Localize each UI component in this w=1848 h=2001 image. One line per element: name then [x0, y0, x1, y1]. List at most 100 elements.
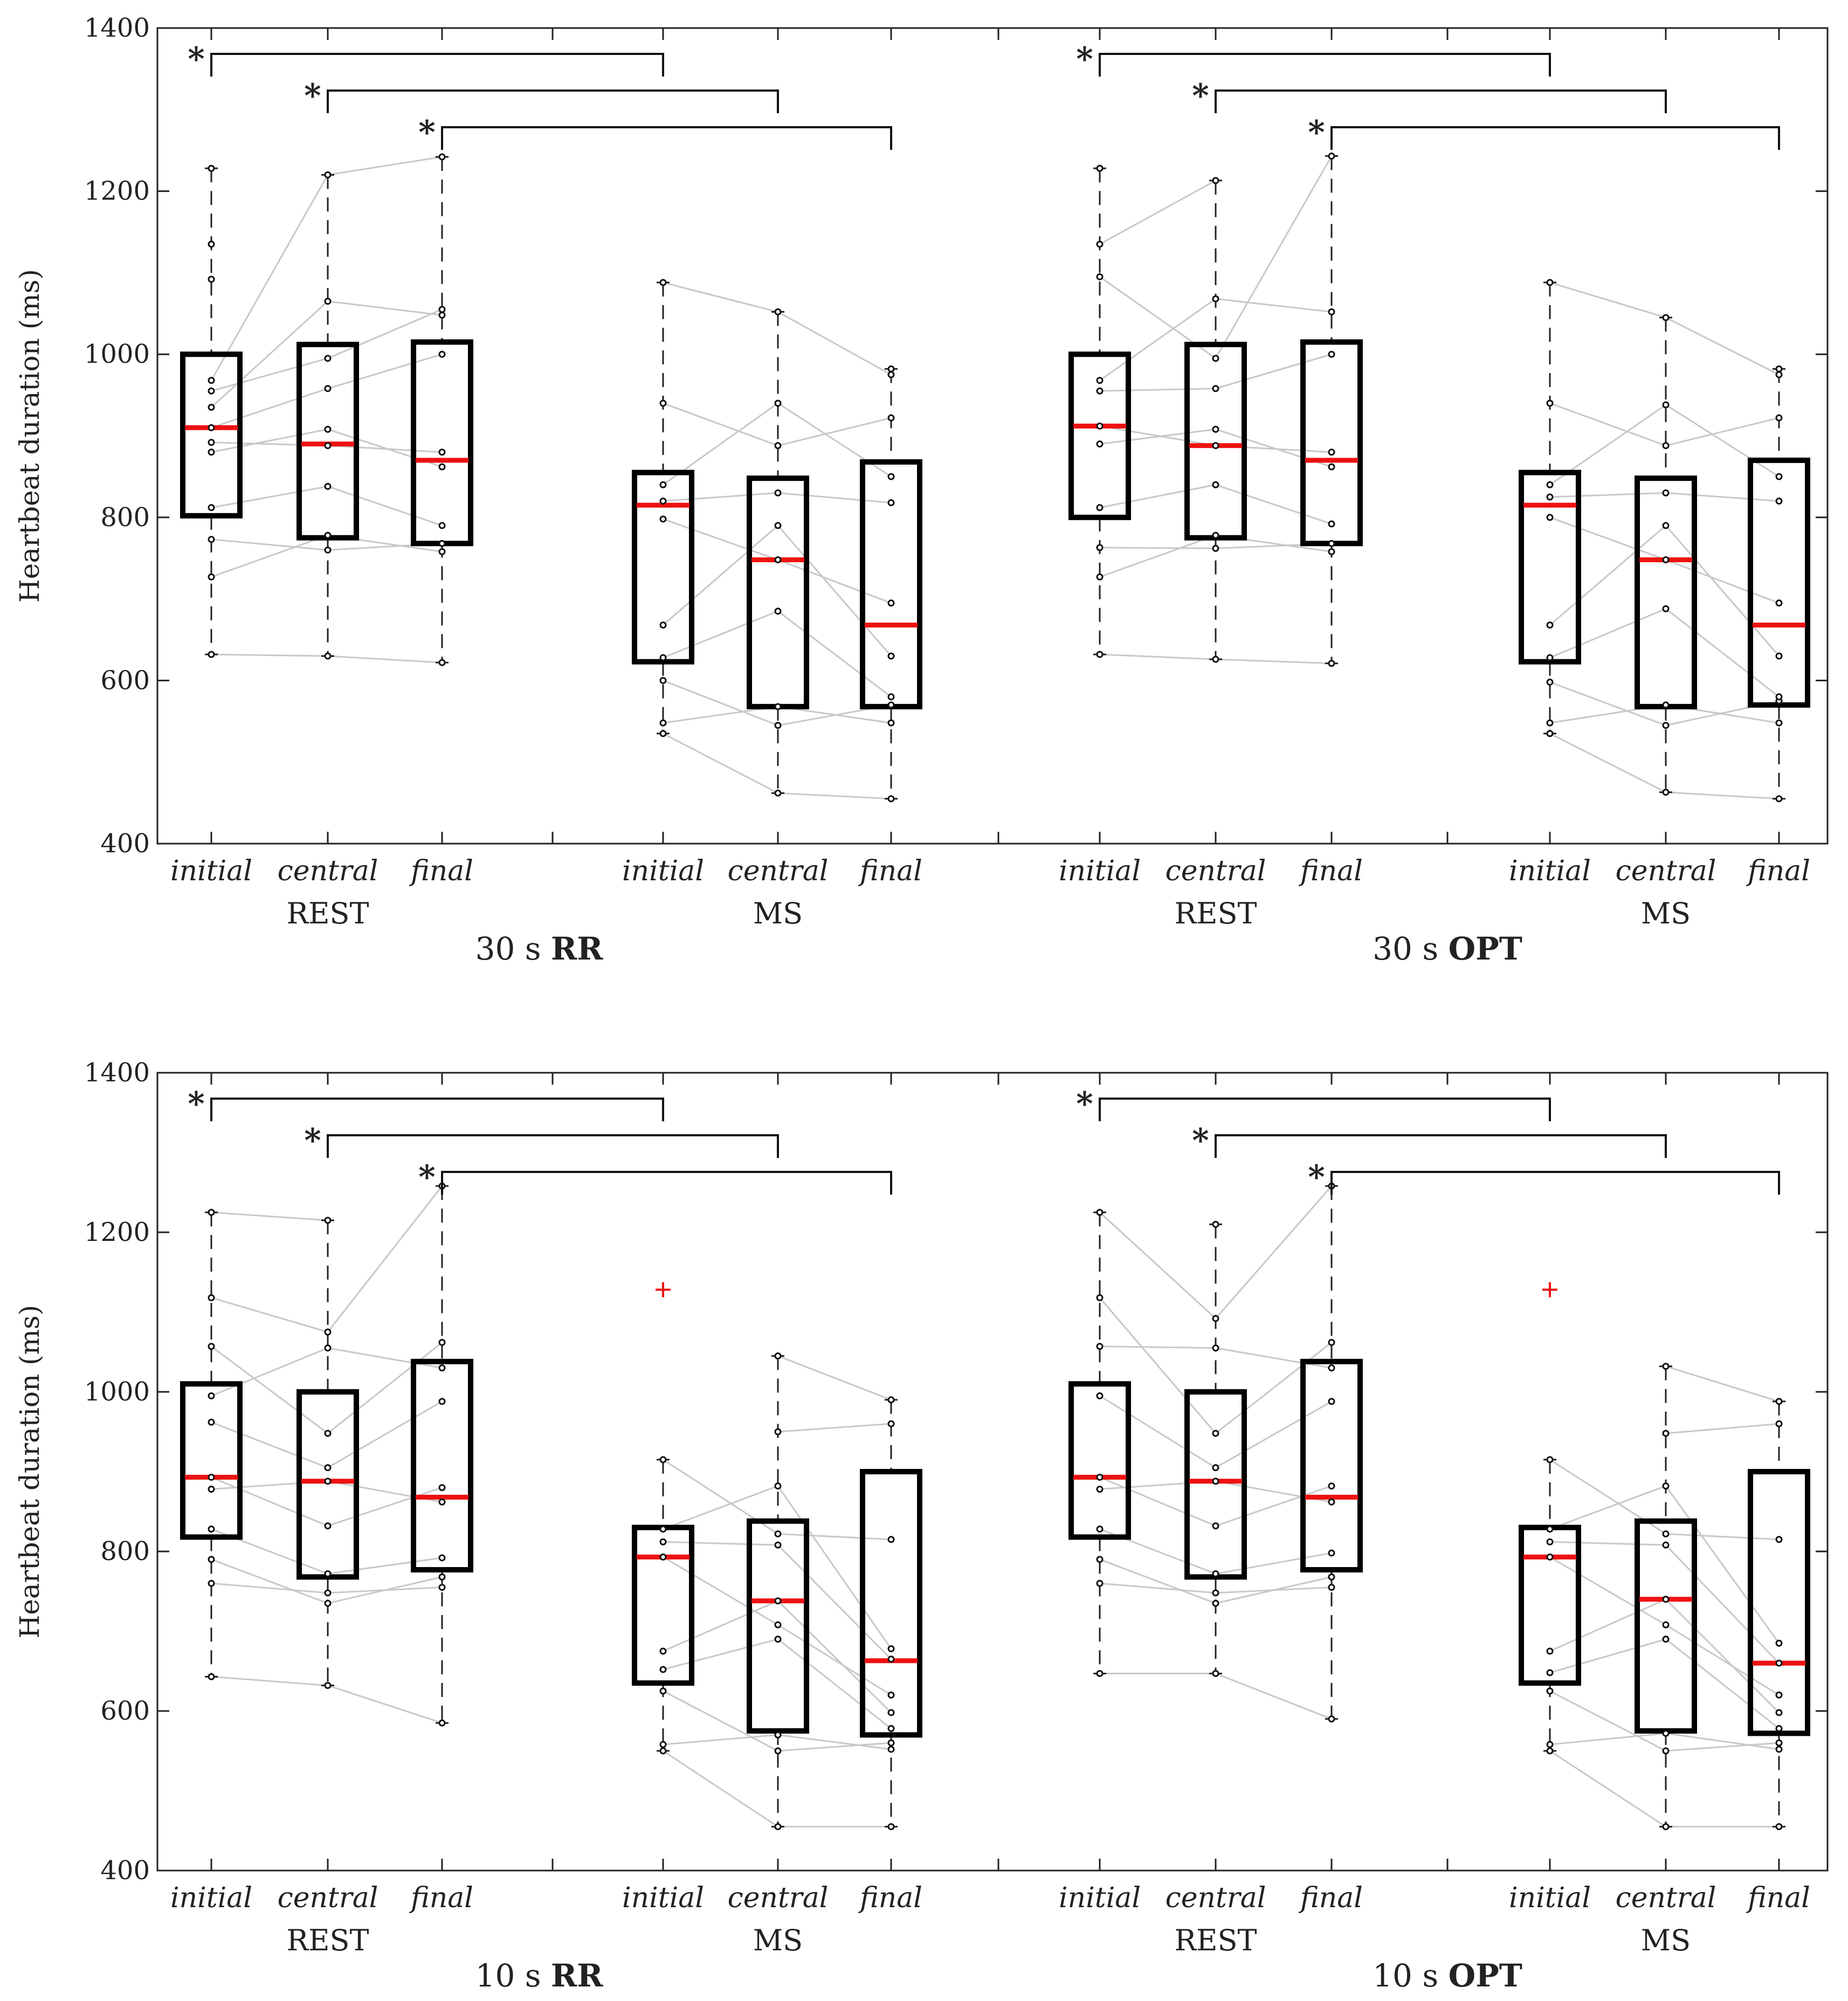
- subject-trajectory: [663, 1690, 778, 1752]
- data-point: [1096, 377, 1104, 384]
- subject-trajectory: [1099, 534, 1216, 578]
- subject-trajectory: [1099, 425, 1216, 447]
- subject-trajectory: [1099, 1558, 1216, 1604]
- data-point: [324, 425, 332, 433]
- subject-trajectory: [1665, 1485, 1780, 1644]
- significance-star: *: [304, 1122, 321, 1160]
- subject-trajectory: [663, 518, 778, 561]
- subject-trajectory: [1665, 1742, 1780, 1752]
- data-point: [1662, 1482, 1670, 1490]
- data-point: [438, 1364, 446, 1372]
- data-point: [324, 1328, 332, 1336]
- data-point: [324, 1344, 332, 1352]
- subject-trajectory: [663, 492, 778, 502]
- data-point: [887, 693, 895, 701]
- group-label: REST: [1174, 896, 1257, 930]
- data-point: [659, 1747, 667, 1755]
- significance-star: *: [418, 114, 435, 151]
- data-point: [1546, 654, 1554, 661]
- data-point: [1662, 701, 1670, 709]
- data-point: [1328, 1398, 1335, 1405]
- subject-trajectory: [663, 1638, 778, 1671]
- condition-label: final: [409, 855, 473, 887]
- data-point: [1546, 514, 1554, 521]
- data-point: [887, 473, 895, 480]
- data-point: [1328, 1584, 1335, 1591]
- data-point: [1775, 719, 1783, 727]
- significance-bracket: [441, 126, 892, 150]
- subject-trajectory: [1549, 281, 1666, 319]
- subject-trajectory: [777, 1734, 892, 1750]
- box-plot-initial: [1519, 279, 1581, 737]
- subject-trajectory: [211, 1296, 328, 1333]
- data-point: [324, 1478, 332, 1485]
- subject-trajectory: [1665, 1598, 1780, 1714]
- subject-trajectory: [663, 1556, 778, 1626]
- condition-label: final: [858, 855, 922, 887]
- subject-trajectory: [1665, 1638, 1780, 1729]
- data-point: [1662, 1596, 1670, 1603]
- data-point: [1328, 1573, 1335, 1581]
- y-tick-label: 1400: [84, 1058, 150, 1088]
- subject-trajectory: [327, 1400, 443, 1468]
- data-point: [1662, 1621, 1670, 1629]
- data-point: [1662, 522, 1670, 529]
- data-point: [1212, 355, 1219, 362]
- data-point: [324, 442, 332, 450]
- data-point: [438, 1719, 446, 1727]
- data-point: [1775, 1398, 1783, 1405]
- subject-trajectory: [1665, 1732, 1780, 1750]
- subject-trajectory: [1215, 155, 1333, 359]
- subject-trajectory: [327, 156, 443, 176]
- subject-trajectory: [1099, 1297, 1217, 1434]
- subject-trajectory: [1665, 559, 1780, 604]
- data-point: [774, 1731, 782, 1738]
- subject-trajectory: [211, 539, 328, 551]
- panel-title: 10 s RR: [475, 1957, 604, 1994]
- data-point: [659, 1741, 667, 1748]
- subject-trajectory: [1549, 1541, 1666, 1546]
- data-point: [1775, 365, 1783, 372]
- subject-trajectory: [1215, 353, 1332, 390]
- group-label: REST: [1174, 1923, 1257, 1957]
- data-point: [1212, 1669, 1219, 1677]
- data-point: [1212, 1570, 1219, 1577]
- panel-title-bold: OPT: [1449, 1957, 1522, 1994]
- subject-trajectory: [1549, 525, 1666, 626]
- subject-trajectory: [1549, 1690, 1666, 1752]
- data-point: [324, 1589, 332, 1597]
- data-point: [1096, 1579, 1104, 1587]
- subject-trajectory: [777, 417, 892, 447]
- box-iqr: [860, 1469, 922, 1738]
- data-point: [1328, 448, 1335, 456]
- subject-trajectory: [777, 1355, 892, 1401]
- data-point: [1096, 504, 1104, 512]
- subject-trajectory: [663, 1541, 778, 1546]
- subject-trajectory: [327, 1185, 443, 1333]
- subject-trajectory: [1665, 417, 1780, 447]
- data-point: [1775, 795, 1783, 803]
- condition-label: final: [1298, 1882, 1363, 1914]
- box-iqr: [1300, 1358, 1363, 1573]
- condition-label: initial: [170, 855, 252, 887]
- subject-trajectory: [1665, 608, 1780, 698]
- data-point: [659, 1687, 667, 1695]
- data-point: [887, 365, 895, 372]
- box-iqr: [1068, 351, 1131, 520]
- subject-trajectory: [777, 610, 892, 698]
- subject-trajectory: [777, 311, 892, 376]
- data-point: [1775, 473, 1783, 480]
- subject-trajectory: [777, 1533, 892, 1541]
- significance-star: *: [418, 1158, 435, 1196]
- data-point: [324, 482, 332, 490]
- subject-trajectory: [211, 357, 328, 392]
- data-point: [208, 1209, 215, 1216]
- panel-30s: 400 600 800 1000 1200 1400 Heartbeat duration …: [14, 13, 1829, 967]
- box-iqr: [1748, 457, 1810, 708]
- significance-star: *: [188, 1085, 204, 1123]
- condition-label: central: [1166, 855, 1266, 887]
- subject-trajectory: [1215, 1552, 1332, 1575]
- data-point: [1328, 308, 1335, 316]
- data-point: [1328, 1338, 1335, 1346]
